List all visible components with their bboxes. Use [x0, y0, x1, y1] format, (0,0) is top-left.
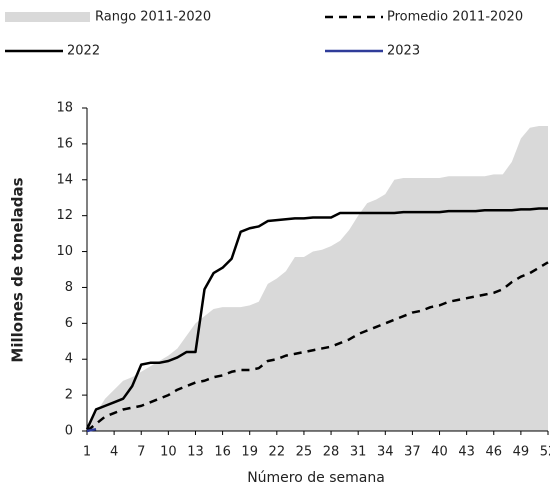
range-area [87, 125, 548, 431]
x-tick-label: 28 [323, 445, 340, 460]
legend-label: 2023 [387, 44, 420, 59]
x-tick-label: 22 [269, 445, 286, 460]
x-tick-label: 4 [110, 445, 118, 460]
x-tick-label: 37 [404, 445, 421, 460]
legend-label: Rango 2011-2020 [95, 10, 211, 25]
series-line [86, 427, 97, 433]
x-tick-label: 34 [377, 445, 394, 460]
series-line [86, 261, 549, 432]
x-tick-label: 25 [296, 445, 313, 460]
x-tick-label: 40 [431, 445, 448, 460]
x-tick-label: 19 [241, 445, 258, 460]
x-tick-label: 52 [540, 445, 550, 460]
y-tick-label: 16 [56, 136, 73, 151]
y-tick-label: 0 [65, 424, 73, 439]
x-axis-title: Número de semana [247, 470, 385, 486]
x-tick-label: 13 [187, 445, 204, 460]
x-tick-label: 43 [458, 445, 475, 460]
x-tick-label: 31 [350, 445, 367, 460]
series-line [85, 207, 548, 430]
y-tick-label: 18 [56, 101, 73, 116]
x-tick-label: 1 [83, 445, 91, 460]
x-tick-label: 16 [214, 445, 231, 460]
y-tick-label: 12 [56, 208, 73, 223]
legend-label: Promedio 2011-2020 [387, 10, 523, 25]
y-tick-label: 10 [56, 244, 73, 259]
y-tick-label: 4 [65, 352, 73, 367]
x-tick-label: 46 [485, 445, 502, 460]
x-tick-label: 10 [160, 445, 177, 460]
legend-swatch [5, 12, 90, 22]
x-tick-label: 7 [137, 445, 145, 460]
y-tick-label: 2 [65, 388, 73, 403]
legend-label: 2022 [67, 44, 100, 59]
y-axis-title: Millones de toneladas [9, 177, 27, 362]
y-tick-label: 14 [56, 172, 73, 187]
y-tick-label: 8 [65, 280, 73, 295]
y-tick-label: 6 [65, 316, 73, 331]
x-tick-label: 49 [513, 445, 530, 460]
